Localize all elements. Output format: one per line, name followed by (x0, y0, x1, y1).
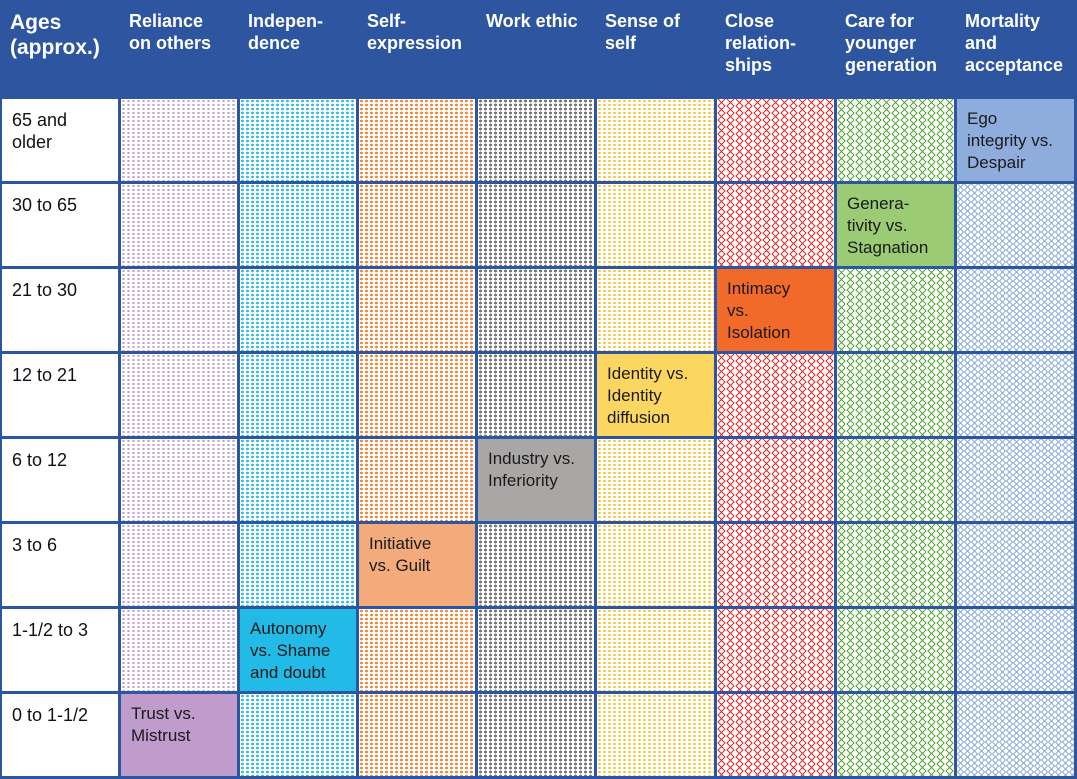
stage-cell-red: Intimacy vs. Isolation (717, 269, 834, 351)
pattern-cell-red (717, 524, 834, 606)
pattern-cell-orange (359, 99, 475, 181)
pattern-cell-green (837, 269, 954, 351)
pattern-cell-yellow (597, 99, 714, 181)
pattern-cell-cyan (240, 694, 356, 776)
pattern-cell-orange (359, 439, 475, 521)
stage-cell-green: Genera- tivity vs. Stagnation (837, 184, 954, 266)
pattern-cell-green (837, 524, 954, 606)
pattern-cell-gray (478, 184, 594, 266)
pattern-cell-blue (957, 354, 1074, 436)
pattern-cell-orange (359, 354, 475, 436)
age-cell: 3 to 6 (2, 524, 118, 606)
pattern-cell-red (717, 439, 834, 521)
pattern-cell-red (717, 609, 834, 691)
pattern-cell-red (717, 99, 834, 181)
pattern-cell-cyan (240, 99, 356, 181)
column-header-blue: Mortality and acceptance (957, 0, 1077, 96)
stage-cell-yellow: Identity vs. Identity diffusion (597, 354, 714, 436)
age-cell: 30 to 65 (2, 184, 118, 266)
column-header-orange: Self- expression (359, 0, 478, 96)
pattern-cell-green (837, 354, 954, 436)
column-header-gray: Work ethic (478, 0, 597, 96)
column-header-cyan: Indepen- dence (240, 0, 359, 96)
pattern-cell-yellow (597, 524, 714, 606)
pattern-cell-gray (478, 269, 594, 351)
age-cell: 65 and older (2, 99, 118, 181)
pattern-cell-red (717, 694, 834, 776)
column-header-red: Close relation- ships (717, 0, 837, 96)
stage-cell-orange: Initiative vs. Guilt (359, 524, 475, 606)
pattern-cell-blue (957, 439, 1074, 521)
pattern-cell-yellow (597, 609, 714, 691)
pattern-cell-cyan (240, 269, 356, 351)
pattern-cell-purple (121, 439, 237, 521)
pattern-cell-yellow (597, 694, 714, 776)
pattern-cell-blue (957, 184, 1074, 266)
pattern-cell-yellow (597, 184, 714, 266)
pattern-cell-green (837, 99, 954, 181)
pattern-cell-gray (478, 99, 594, 181)
pattern-cell-blue (957, 694, 1074, 776)
pattern-cell-cyan (240, 184, 356, 266)
pattern-cell-red (717, 184, 834, 266)
pattern-cell-orange (359, 694, 475, 776)
pattern-cell-orange (359, 269, 475, 351)
stage-cell-gray: Industry vs. Inferiority (478, 439, 594, 521)
pattern-cell-yellow (597, 439, 714, 521)
age-cell: 21 to 30 (2, 269, 118, 351)
pattern-cell-cyan (240, 439, 356, 521)
pattern-cell-red (717, 354, 834, 436)
pattern-cell-gray (478, 609, 594, 691)
stage-cell-cyan: Autonomy vs. Shame and doubt (240, 609, 356, 691)
pattern-cell-purple (121, 184, 237, 266)
column-header-green: Care for younger generation (837, 0, 957, 96)
column-header-yellow: Sense of self (597, 0, 717, 96)
pattern-cell-purple (121, 99, 237, 181)
pattern-cell-yellow (597, 269, 714, 351)
pattern-cell-cyan (240, 524, 356, 606)
pattern-cell-blue (957, 269, 1074, 351)
pattern-cell-purple (121, 269, 237, 351)
stage-cell-purple: Trust vs. Mistrust (121, 694, 237, 776)
age-cell: 6 to 12 (2, 439, 118, 521)
ages-column-header: Ages (approx.) (0, 0, 121, 96)
pattern-cell-orange (359, 609, 475, 691)
pattern-cell-gray (478, 524, 594, 606)
stage-cell-blue: Ego integrity vs. Despair (957, 99, 1074, 181)
pattern-cell-blue (957, 609, 1074, 691)
pattern-cell-purple (121, 524, 237, 606)
pattern-cell-purple (121, 354, 237, 436)
pattern-cell-gray (478, 354, 594, 436)
pattern-cell-blue (957, 524, 1074, 606)
pattern-cell-green (837, 694, 954, 776)
pattern-cell-green (837, 439, 954, 521)
age-cell: 1-1/2 to 3 (2, 609, 118, 691)
pattern-cell-cyan (240, 354, 356, 436)
age-cell: 0 to 1-1/2 (2, 694, 118, 776)
column-header-purple: Reliance on others (121, 0, 240, 96)
age-cell: 12 to 21 (2, 354, 118, 436)
pattern-cell-gray (478, 694, 594, 776)
pattern-cell-purple (121, 609, 237, 691)
pattern-cell-green (837, 609, 954, 691)
pattern-cell-orange (359, 184, 475, 266)
